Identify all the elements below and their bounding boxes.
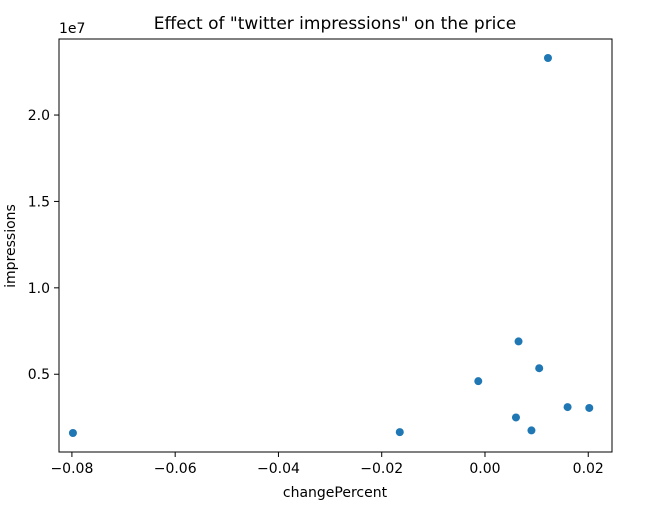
x-tick-label: −0.06 [154,461,197,477]
data-point [535,364,544,373]
data-point [585,403,594,412]
y-tick-label: 2.0 [28,108,50,124]
data-point [563,403,572,412]
y-tick-label: 1.5 [28,194,50,210]
axes-frame [58,38,613,453]
y-axis-label: impressions [3,204,19,288]
x-tick-label: −0.02 [360,461,403,477]
plot-area: −0.08 −0.06 −0.04 −0.02 0.00 0.02 0.5 1.0 1.5 2.0 [28,38,613,477]
data-point [527,426,536,435]
y-tick-label: 0.5 [28,367,50,383]
x-tick-label: −0.08 [50,461,93,477]
y-offset-label: 1e7 [59,21,85,37]
data-point [68,428,77,437]
data-point [395,428,404,437]
x-tick-label: 0.00 [469,461,500,477]
x-tick-label: 0.02 [573,461,604,477]
data-point [514,337,523,346]
x-axis-label: changePercent [283,485,388,501]
data-point [511,413,520,422]
data-point [474,377,483,386]
data-point [543,54,552,63]
x-tick-label: −0.04 [257,461,300,477]
chart-title: Effect of "twitter impressions" on the p… [154,14,516,34]
y-tick-label: 1.0 [28,281,50,297]
